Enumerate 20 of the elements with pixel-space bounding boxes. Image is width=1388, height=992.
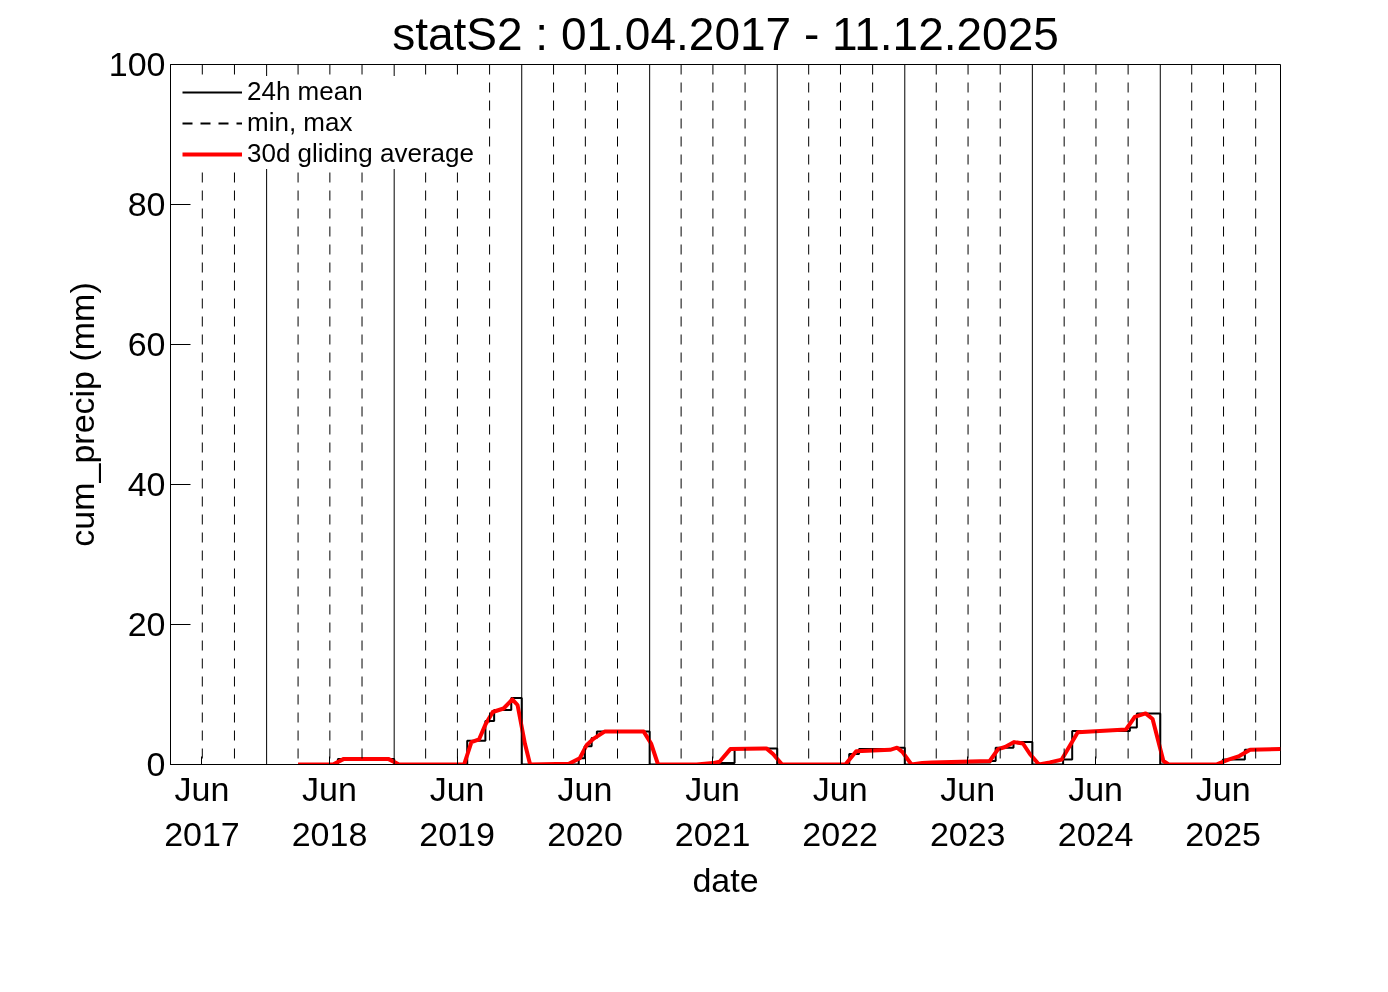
y-tick-label: 80 <box>127 185 166 223</box>
x-tick-label: Jun 2018 <box>291 769 368 854</box>
x-tick-label: Jun 2019 <box>419 769 495 854</box>
y-tick-label: 100 <box>108 45 166 83</box>
legend-label: min, max <box>247 107 353 138</box>
x-tick-label: Jun 2024 <box>1057 769 1134 854</box>
y-axis-title: cum_precip (mm) <box>62 282 101 547</box>
legend-label: 24h mean <box>247 76 363 107</box>
y-tick-label: 40 <box>127 465 166 503</box>
y-tick-label: 60 <box>127 325 166 363</box>
x-tick-label: Jun 2022 <box>802 769 878 854</box>
legend-label: 30d gliding average <box>247 138 474 169</box>
y-tick-label: 0 <box>146 745 166 783</box>
y-tick-label: 20 <box>127 605 166 643</box>
x-tick-label: Jun 2017 <box>164 769 240 854</box>
x-tick-label: Jun 2020 <box>547 769 623 854</box>
x-tick-label: Jun 2023 <box>929 769 1006 854</box>
chart-title: statS2 : 01.04.2017 - 11.12.2025 <box>392 7 1059 60</box>
x-axis-title: date <box>692 861 759 900</box>
x-tick-label: Jun 2025 <box>1185 769 1261 854</box>
